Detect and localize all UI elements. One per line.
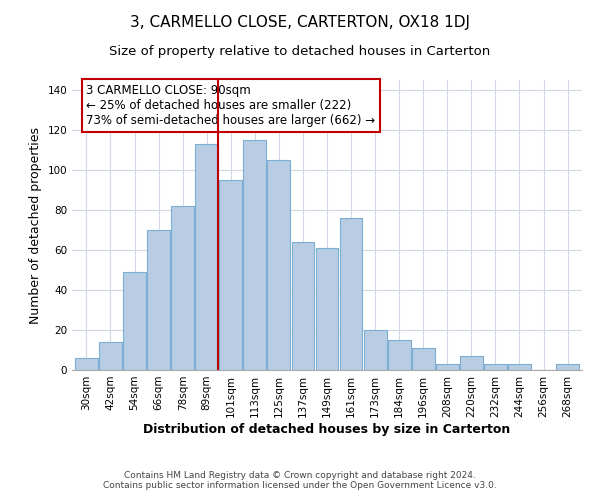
Bar	[460, 356, 483, 370]
Bar	[171, 206, 194, 370]
Text: 3 CARMELLO CLOSE: 90sqm
← 25% of detached houses are smaller (222)
73% of semi-d: 3 CARMELLO CLOSE: 90sqm ← 25% of detache…	[86, 84, 376, 127]
Bar	[340, 218, 362, 370]
Bar	[316, 248, 338, 370]
Bar	[364, 330, 386, 370]
Text: Size of property relative to detached houses in Carterton: Size of property relative to detached ho…	[109, 45, 491, 58]
X-axis label: Distribution of detached houses by size in Carterton: Distribution of detached houses by size …	[143, 422, 511, 436]
Bar	[436, 364, 459, 370]
Bar	[123, 272, 146, 370]
Text: 3, CARMELLO CLOSE, CARTERTON, OX18 1DJ: 3, CARMELLO CLOSE, CARTERTON, OX18 1DJ	[130, 15, 470, 30]
Bar	[556, 364, 579, 370]
Bar	[508, 364, 531, 370]
Bar	[388, 340, 410, 370]
Bar	[147, 230, 170, 370]
Bar	[220, 180, 242, 370]
Bar	[268, 160, 290, 370]
Y-axis label: Number of detached properties: Number of detached properties	[29, 126, 42, 324]
Bar	[292, 242, 314, 370]
Bar	[195, 144, 218, 370]
Bar	[99, 342, 122, 370]
Bar	[244, 140, 266, 370]
Bar	[412, 348, 434, 370]
Text: Contains HM Land Registry data © Crown copyright and database right 2024.
Contai: Contains HM Land Registry data © Crown c…	[103, 470, 497, 490]
Bar	[75, 358, 98, 370]
Bar	[484, 364, 507, 370]
